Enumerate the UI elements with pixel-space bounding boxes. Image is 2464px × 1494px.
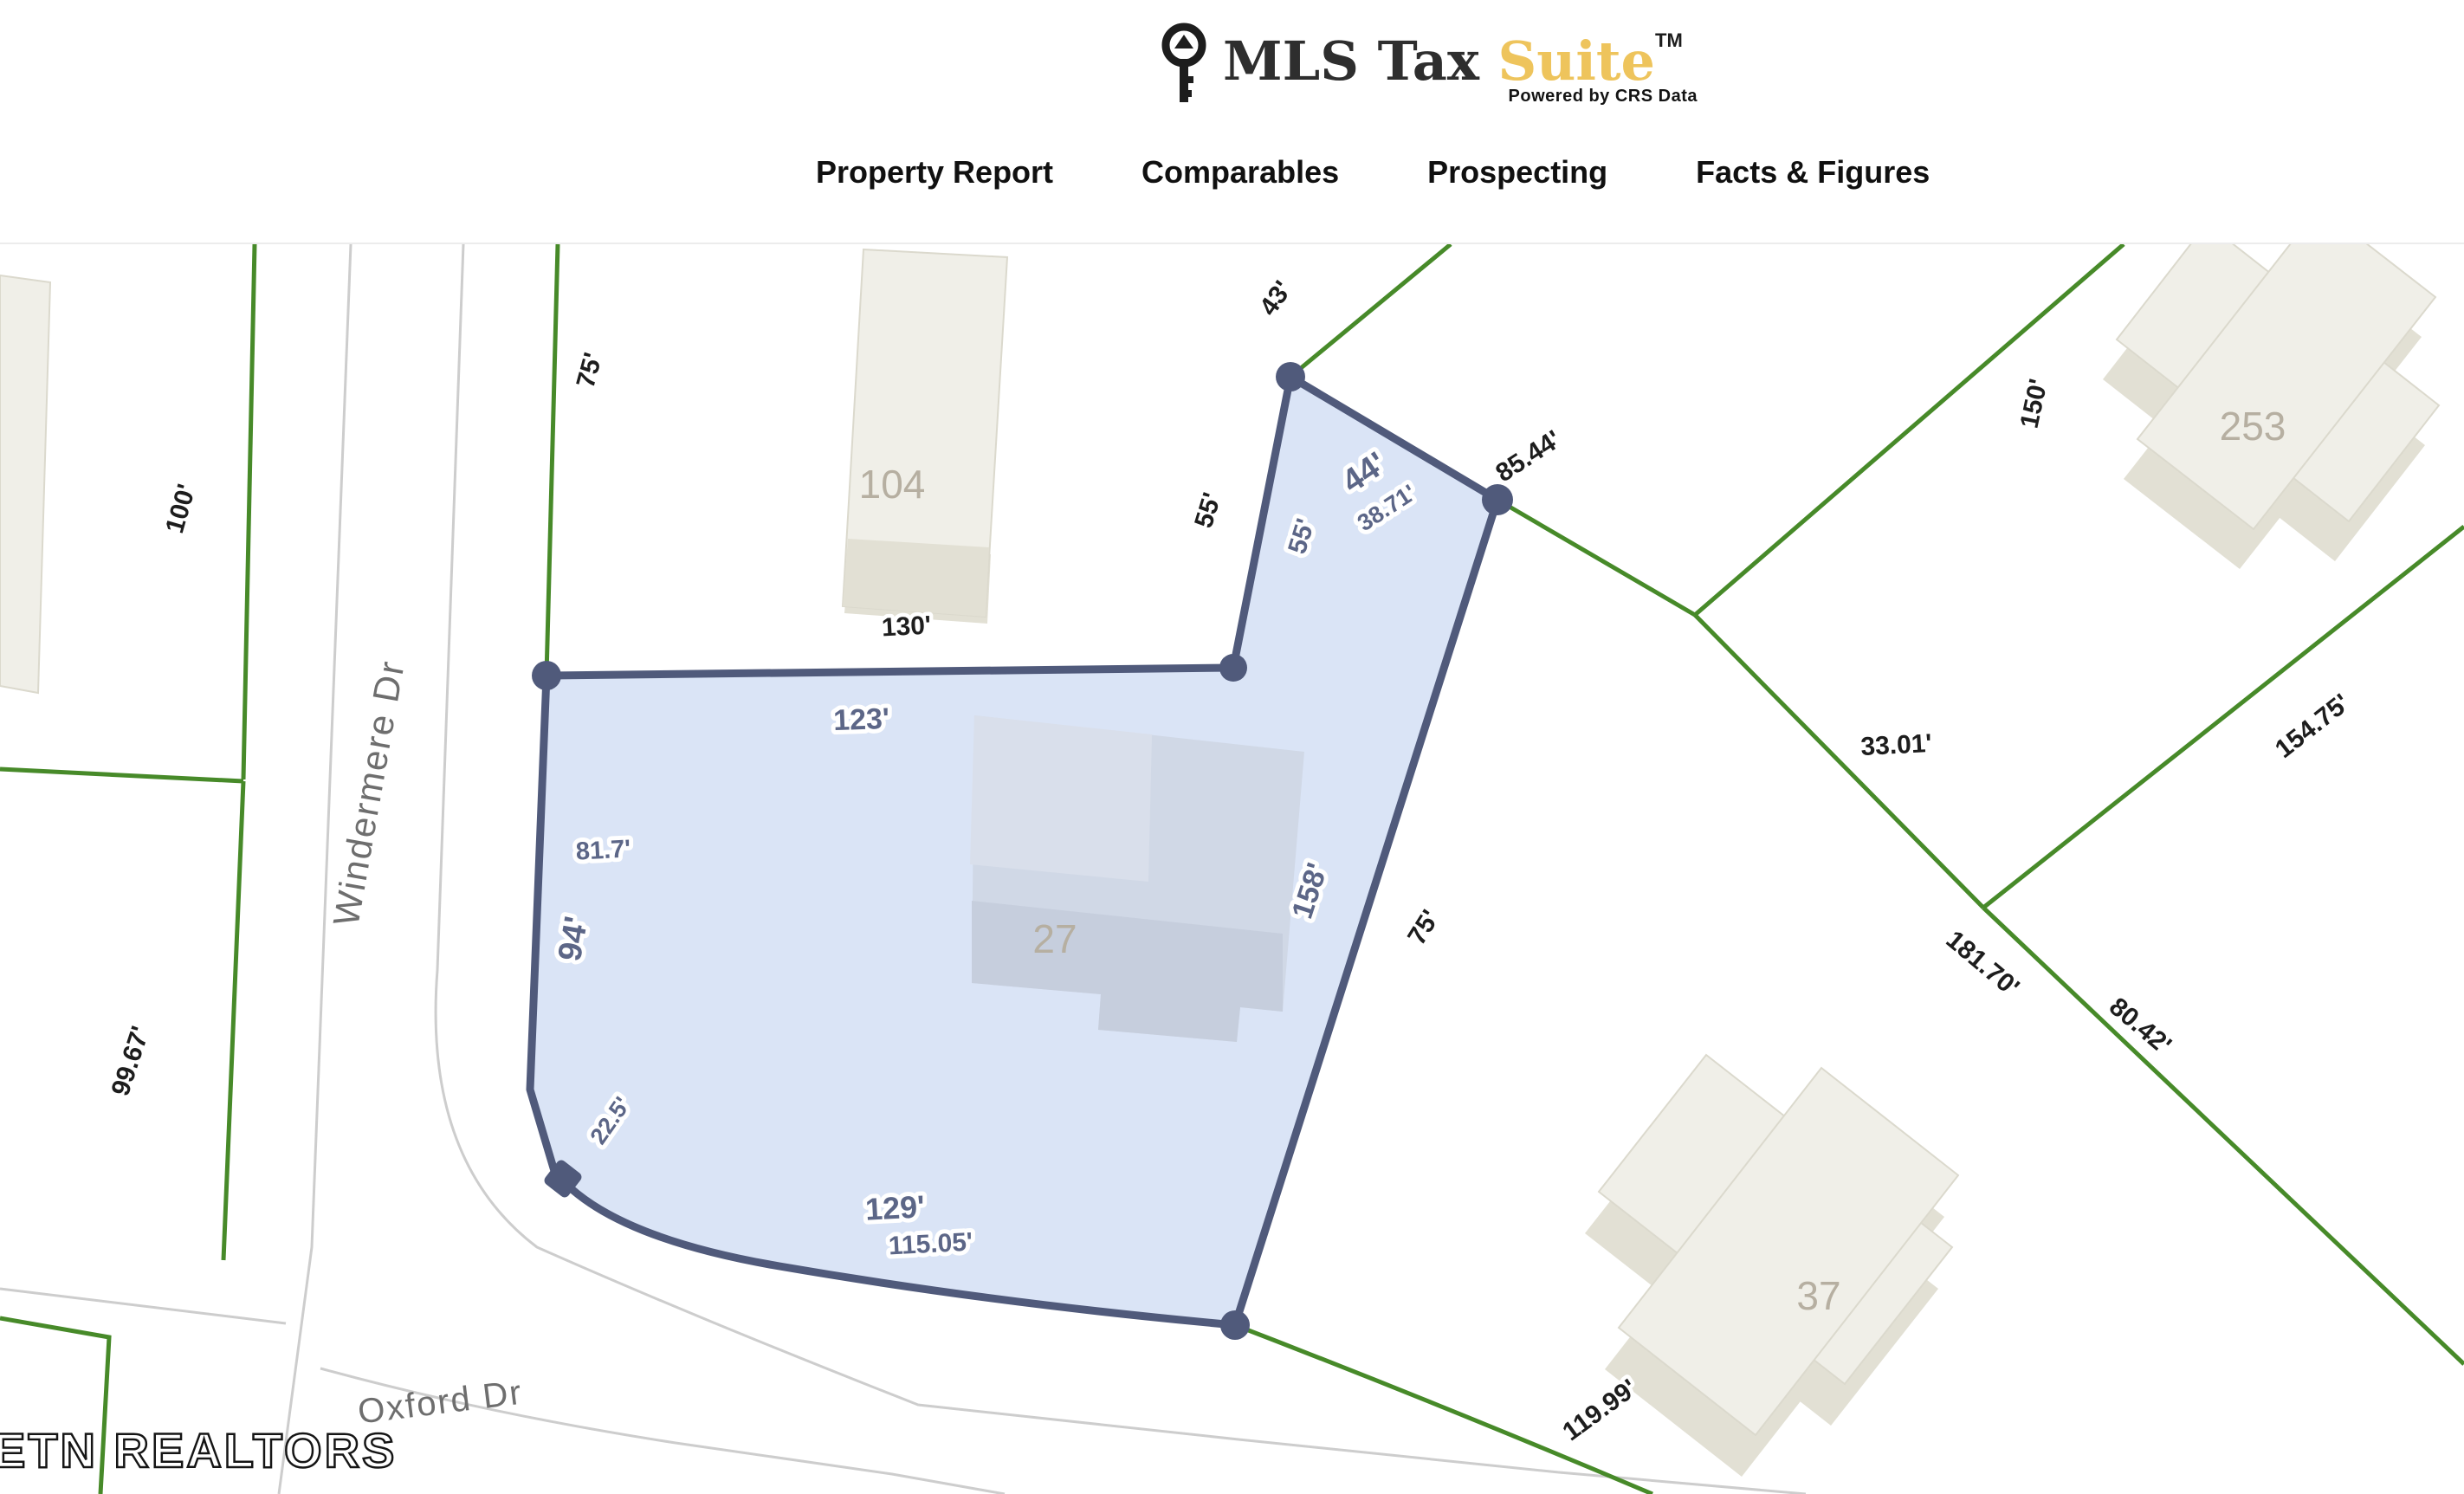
boundary-43ft [1289, 243, 1452, 378]
logo-suite: Suite [1497, 29, 1656, 93]
dim-33-01: 33.01' [1860, 729, 1933, 761]
boundary-southwest-corner [0, 1316, 112, 1494]
dim-55-outer: 55' [1189, 489, 1226, 531]
dim-115-05: 115.05' [888, 1227, 973, 1260]
house-number-253: 253 [2220, 404, 2286, 449]
house-number-27: 27 [1032, 916, 1077, 961]
house-number-37: 37 [1796, 1273, 1840, 1318]
boundary-99ft [221, 780, 246, 1261]
boundary-119ft [1234, 1323, 1653, 1494]
header: MLS Tax SuiteTM Powered by CRS Data Prop… [0, 0, 2464, 244]
dim-75-right: 75' [1402, 905, 1445, 950]
building-27-lower-face [972, 901, 1283, 1042]
dim-154-75: 154.75' [2270, 689, 2355, 764]
boundary-75ft [544, 243, 560, 676]
dim-94: 94' [552, 914, 595, 964]
watermark-text: ETN REALTORS [0, 1423, 397, 1478]
dim-85-44: 85.44' [1491, 425, 1566, 488]
dim-100: 100' [160, 481, 201, 536]
logo-tm: TM [1655, 29, 1683, 51]
tab-comparables[interactable]: Comparables [1141, 154, 1340, 190]
boundary-80ft [1982, 906, 2464, 1366]
building-27-roof-face [970, 715, 1152, 882]
logo-powered-by: Powered by CRS Data [1508, 87, 1698, 106]
header-divider [0, 243, 2464, 244]
building-27 [970, 715, 1304, 1042]
parcel-boundary-lines [0, 243, 2464, 1494]
boundary-33ft [1693, 613, 1985, 909]
logo-mls-tax: MLS Tax [1223, 29, 1498, 93]
buildings [0, 205, 2441, 1477]
windermere-west-edge [277, 243, 352, 1494]
building-253 [2103, 205, 2441, 569]
parcel-vertices [532, 362, 1513, 1340]
dim-80-42: 80.42' [2104, 993, 2176, 1060]
dim-43: 43' [1254, 275, 1297, 320]
dim-81-7: 81.7' [575, 835, 631, 865]
dimension-labels-parcel: 55' 44' 38.71' 123' 81.7' 94' 22.5' 129'… [547, 441, 1425, 1264]
building-37 [1585, 1053, 1960, 1477]
key-icon [1159, 23, 1209, 110]
main-nav: Property Report Comparables Prospecting … [816, 154, 1930, 191]
boundary-150ft [1693, 243, 2125, 617]
vertex-ne[interactable] [1482, 484, 1513, 515]
vertex-se[interactable] [1220, 1310, 1250, 1340]
dim-99-67: 99.67' [107, 1023, 156, 1099]
oxford-north-edge-west [0, 1287, 287, 1325]
street-names: Windermere Dr Oxford Dr [326, 656, 525, 1431]
vertex-nw[interactable] [532, 661, 561, 690]
house-number-104: 104 [859, 462, 926, 507]
dim-75-left: 75' [572, 350, 608, 391]
vertex-midtop[interactable] [1219, 654, 1247, 682]
boundary-85ft [1496, 497, 1697, 618]
dim-129: 129' [864, 1188, 926, 1227]
building-far-left [0, 274, 52, 695]
dim-150: 150' [2015, 377, 2053, 431]
vertex-sw-square[interactable] [542, 1158, 584, 1200]
windermere-east-edge-oxford-north-edge [434, 243, 1807, 1494]
parcel-map[interactable]: 75' 100' 130' 43' 85.44' 55' 99.67' 33.0… [0, 205, 2464, 1494]
dim-123: 123' [833, 702, 890, 737]
building-37-wing-b [1617, 1066, 1960, 1437]
vertex-top[interactable] [1276, 362, 1305, 391]
boundary-west-stub [0, 766, 244, 784]
brand-logo: MLS Tax SuiteTM [1159, 14, 1683, 109]
boundary-100ft [241, 243, 257, 780]
oxford-south-edge [320, 1367, 1006, 1494]
tab-property-report[interactable]: Property Report [816, 154, 1054, 190]
street-label-windermere: Windermere Dr [326, 656, 412, 928]
street-edges [0, 243, 1807, 1494]
building-104-lower [843, 539, 989, 617]
house-numbers: 104 27 253 37 [859, 404, 2286, 1318]
tab-facts-figures[interactable]: Facts & Figures [1696, 154, 1930, 190]
dim-119-99: 119.99' [1557, 1374, 1642, 1446]
boundary-154ft [1982, 525, 2464, 909]
logo-wordmark: MLS Tax SuiteTM [1223, 14, 1683, 88]
tab-prospecting[interactable]: Prospecting [1427, 154, 1608, 190]
parcel-map-svg: 75' 100' 130' 43' 85.44' 55' 99.67' 33.0… [0, 205, 2464, 1494]
dim-130: 130' [881, 611, 932, 643]
